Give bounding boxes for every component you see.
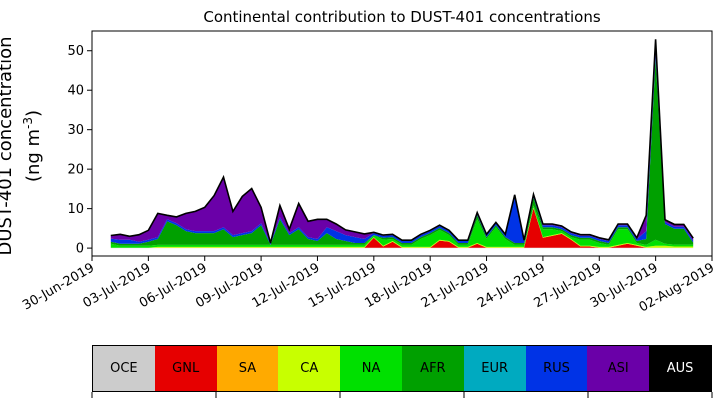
colorbar-ticks [91, 392, 713, 398]
area-afr [110, 58, 694, 246]
chart-title: Continental contribution to DUST-401 con… [203, 8, 601, 26]
area-asi [110, 39, 694, 243]
stacked-areas [110, 39, 694, 249]
y-tick-label: 20 [67, 163, 84, 178]
colorbar-label: GNL [172, 361, 200, 376]
y-tick-label: 30 [67, 123, 84, 138]
colorbar-segment-asi: ASI [587, 346, 650, 391]
colorbar-segment-eur: EUR [463, 346, 526, 391]
colorbar-segment-rus: RUS [525, 346, 588, 391]
area-na [110, 205, 694, 248]
colorbar-segment-ca: CA [278, 346, 341, 391]
y-tick-label: 50 [67, 44, 84, 59]
y-tick-label: 10 [67, 202, 84, 217]
colorbar-label: AUS [666, 361, 694, 376]
area-gnl [110, 208, 694, 248]
colorbar-label: CA [300, 361, 319, 376]
y-axis: 0 10 20 30 40 50 [67, 44, 92, 257]
plot-frame [91, 30, 713, 257]
y-axis-label: DUST-401 concentration (ng m-3) [0, 36, 45, 255]
y-tick-label: 0 [76, 242, 84, 257]
colorbar-label: SA [238, 361, 257, 376]
colorbar-segment-afr: AFR [401, 346, 464, 391]
x-axis: 30-Jun-201903-Jul-201906-Jul-201909-Jul-… [20, 256, 717, 316]
colorbar: OCE GNL SA CA NA AFR EUR RUS ASI AUS [92, 345, 712, 392]
colorbar-segment-oce: OCE [93, 346, 155, 391]
y-axis-label-line1: DUST-401 concentration [0, 36, 16, 256]
total-outline [110, 39, 694, 244]
colorbar-label: NA [361, 361, 381, 376]
colorbar-segment-na: NA [340, 346, 402, 391]
colorbar-label: OCE [110, 361, 138, 376]
y-tick-label: 40 [67, 84, 84, 99]
colorbar-segment-sa: SA [216, 346, 279, 391]
colorbar-segment-aus: AUS [649, 346, 711, 391]
colorbar-label: RUS [543, 361, 570, 376]
colorbar-label: ASI [607, 361, 629, 376]
y-axis-label-line2: (ng m-3) [21, 109, 44, 183]
colorbar-label: EUR [481, 361, 509, 376]
colorbar-label: AFR [420, 361, 446, 376]
colorbar-segment-gnl: GNL [154, 346, 217, 391]
